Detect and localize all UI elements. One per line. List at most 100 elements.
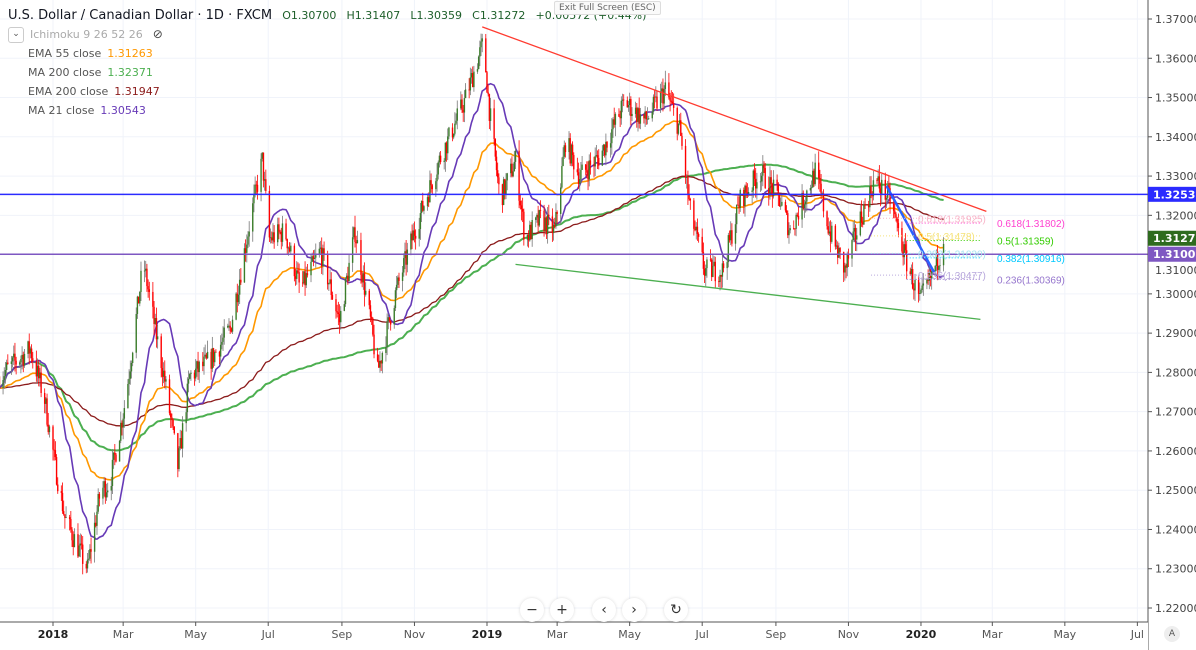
auto-scale-button[interactable]: A: [1164, 626, 1180, 642]
candle-body: [769, 177, 771, 196]
candle-body: [40, 372, 42, 393]
candle-body: [120, 422, 122, 441]
drawings: 0.618(1.31925) 0.5(1.31478) 0.382(1.31030)…: [0, 26, 1148, 321]
candle-body: [386, 321, 388, 348]
y-tick-label: 1.29000: [1155, 327, 1196, 340]
ohlc-low: L1.30359: [410, 9, 463, 22]
candle-body: [646, 118, 649, 120]
candle-body: [545, 217, 548, 234]
candle-body: [870, 185, 872, 194]
candle-body: [268, 191, 271, 238]
candle-body: [462, 109, 464, 113]
time-axis: [0, 622, 1148, 650]
scroll-back-button[interactable]: ‹: [592, 598, 616, 622]
legend-item[interactable]: MA 21 close 1.30543: [8, 101, 163, 120]
candle-body: [22, 354, 24, 366]
candle-body: [98, 493, 101, 499]
candle-body: [455, 120, 457, 124]
candle-body: [637, 108, 639, 122]
candle-body: [605, 141, 607, 156]
candle-body: [428, 197, 430, 203]
candle-body: [326, 253, 329, 285]
candle-body: [206, 351, 209, 359]
candle-body: [252, 203, 254, 232]
scroll-forward-button[interactable]: ›: [622, 598, 646, 622]
candle-body: [153, 306, 155, 324]
candle-body: [886, 185, 889, 198]
ohlc-high: H1.31407: [346, 9, 401, 22]
candle-body: [735, 204, 738, 225]
candle-body: [661, 88, 663, 92]
price-badge-label: 1.31272: [1153, 232, 1196, 245]
chevron-down-icon[interactable]: ⌄: [8, 26, 24, 43]
candle-body: [343, 304, 346, 311]
zoom-in-button[interactable]: +: [550, 598, 574, 622]
candle-body: [511, 163, 513, 177]
candle-body: [311, 256, 313, 262]
candle-body: [495, 156, 498, 171]
candle-body: [864, 204, 866, 206]
legend-ichimoku[interactable]: ⌄ Ichimoku 9 26 52 26 ⊘: [8, 25, 163, 44]
candle-body: [82, 544, 84, 564]
eye-hidden-icon[interactable]: ⊘: [152, 27, 163, 41]
candle-body: [246, 244, 248, 253]
candle-body: [155, 318, 158, 340]
candle-body: [228, 325, 230, 327]
candle-body: [96, 511, 98, 526]
candle-body: [630, 99, 632, 117]
legend-item[interactable]: EMA 200 close 1.31947: [8, 82, 163, 101]
candle-body: [919, 293, 921, 295]
candle-body: [487, 92, 489, 95]
zoom-out-button[interactable]: −: [520, 598, 544, 622]
candle-body: [444, 142, 447, 161]
candle-body: [187, 378, 190, 384]
legend-item[interactable]: MA 200 close 1.32371: [8, 63, 163, 82]
candle-body: [601, 150, 604, 166]
candle-body: [639, 114, 642, 124]
candle-body: [230, 328, 233, 332]
legend-item[interactable]: EMA 55 close 1.31263: [8, 44, 163, 63]
candle-body: [909, 271, 911, 275]
candle-body: [564, 145, 567, 153]
candle-body: [812, 170, 814, 188]
candle-body: [876, 180, 878, 182]
candle-body: [437, 162, 439, 175]
candle-body: [695, 226, 697, 231]
candle-body: [496, 170, 499, 178]
y-tick-label: 1.30000: [1155, 288, 1196, 301]
candle-body: [36, 365, 39, 377]
candle-body: [731, 230, 733, 244]
exit-fullscreen-button[interactable]: Exit Full Screen (ESC): [554, 1, 661, 15]
candle-body: [777, 185, 779, 195]
candle-body: [197, 361, 199, 373]
candle-body: [554, 224, 556, 227]
candle-body: [822, 193, 825, 212]
candle-body: [194, 368, 197, 379]
x-tick-label: 2020: [906, 628, 937, 641]
fib-level-label: 0.618(1.31802): [997, 219, 1065, 230]
candle-body: [677, 123, 680, 134]
candle-body: [851, 240, 853, 259]
candle-body: [104, 481, 107, 498]
candle-body: [662, 88, 664, 104]
candle-body: [456, 108, 458, 121]
candle-body: [147, 286, 149, 290]
candle-body: [718, 281, 720, 283]
candle-body: [348, 262, 350, 282]
candle-body: [853, 228, 856, 232]
symbol-title: U.S. Dollar / Canadian Dollar · 1D · FXC…: [8, 8, 273, 23]
candle-body: [518, 150, 520, 201]
candle-body: [430, 180, 432, 186]
candle-body: [894, 210, 896, 215]
candle-body: [846, 255, 848, 268]
candle-body: [296, 270, 298, 279]
reset-chart-button[interactable]: ↻: [664, 598, 688, 622]
x-tick-label: Mar: [547, 628, 568, 641]
candle-body: [247, 236, 249, 245]
candle-body: [180, 438, 183, 449]
candle-body: [801, 192, 803, 220]
candle-body: [837, 245, 839, 258]
candle-body: [814, 162, 816, 185]
